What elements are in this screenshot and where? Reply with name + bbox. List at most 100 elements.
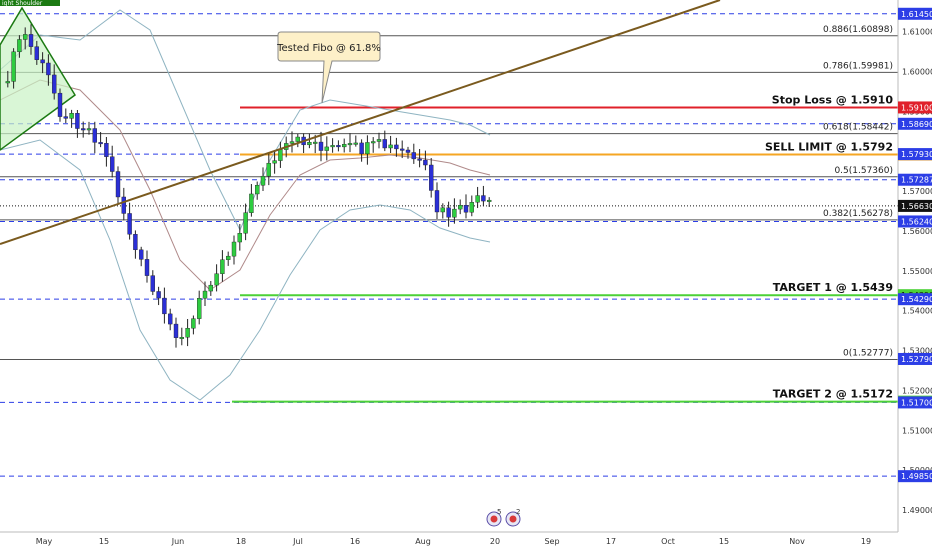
price-tick-label: 1.56000	[902, 227, 932, 236]
candle-body	[359, 142, 364, 155]
price-tick-label: 1.55000	[902, 267, 932, 276]
candle-body	[266, 162, 271, 177]
price-label-text: 1.57930	[901, 150, 932, 159]
event-badge[interactable]: 5	[486, 508, 502, 527]
price-tick-label: 1.54000	[902, 307, 932, 316]
price-label: 1.52790	[898, 352, 932, 365]
event-badge-count: 2	[516, 508, 520, 516]
candle-body	[34, 46, 39, 60]
event-badge-dot	[509, 515, 517, 523]
candle-body	[452, 208, 457, 218]
candle-body	[75, 113, 80, 129]
price-tick-label: 1.61000	[902, 28, 932, 37]
price-label-bg	[898, 293, 932, 306]
candle-body	[104, 143, 109, 157]
pattern-label: ight Shoulder	[2, 0, 43, 7]
candles	[5, 24, 492, 348]
price-tick-label: 1.53000	[902, 347, 932, 356]
price-label: 1.51700	[898, 396, 932, 409]
candle-body	[202, 290, 208, 299]
price-label-text: 1.51700	[901, 398, 932, 407]
price-label-bg	[898, 148, 932, 161]
time-tick-label: 20	[490, 537, 500, 546]
candle-body	[481, 195, 486, 202]
candle-body	[463, 205, 469, 213]
price-label-text: 1.61450	[901, 10, 932, 19]
candle-body	[133, 234, 138, 251]
candle-body	[289, 141, 295, 144]
bollinger-lower	[0, 139, 491, 401]
bollinger-middle	[0, 79, 491, 291]
event-badge[interactable]: 2	[505, 508, 521, 527]
candle-body	[371, 141, 376, 144]
pattern-label-bg	[0, 0, 60, 6]
price-label-text: 1.57287	[901, 176, 932, 185]
time-axis: May 15 Jun 18 Jul 16 Aug 20 Sep 17 Oct 15 Nov 19	[0, 531, 898, 546]
candle-body	[167, 313, 173, 325]
price-label-bg	[898, 199, 932, 212]
candle-body	[150, 275, 156, 292]
candle-body	[243, 212, 248, 234]
candle-body	[127, 213, 132, 235]
price-label-text: 1.52790	[901, 355, 932, 364]
price-label-text: 1.49850	[901, 472, 932, 481]
candle-body	[86, 128, 92, 131]
price-label-bg	[898, 101, 932, 114]
rising-trendline	[0, 0, 721, 245]
candle-body	[417, 158, 422, 161]
price-label: 1.54290	[898, 293, 932, 306]
candle-body	[196, 298, 202, 319]
candle-body	[92, 128, 98, 143]
candle-body	[40, 59, 45, 64]
trade-level-label: TARGET 1 @ 1.5439	[773, 281, 893, 294]
price-label: 1.58690	[898, 117, 932, 130]
candle-body	[249, 193, 254, 213]
candle-body	[342, 144, 347, 148]
candle-body	[307, 142, 312, 146]
fib-level-label: 0.886(1.60898)	[823, 25, 893, 35]
price-label: 1.61450	[898, 7, 932, 20]
candle-body	[208, 284, 214, 292]
candle-body	[23, 34, 28, 40]
trade-level-label: TARGET 2 @ 1.5172	[773, 388, 893, 401]
price-label: 1.57930	[898, 148, 932, 161]
candle-body	[144, 259, 150, 276]
candle-body	[434, 190, 440, 213]
time-tick-label: Nov	[789, 537, 805, 546]
candle-body	[469, 202, 474, 213]
price-label-text: 1.56630	[901, 202, 932, 211]
candle-body	[376, 139, 382, 142]
price-label-bg	[898, 7, 932, 20]
candle-body	[52, 74, 57, 94]
candle-body	[388, 144, 393, 149]
candle-body	[162, 297, 167, 315]
time-tick-label: 16	[350, 537, 360, 546]
trendline	[0, 0, 721, 245]
time-tick-label: 15	[719, 537, 729, 546]
candle-body	[80, 128, 86, 131]
candle-body	[446, 207, 451, 218]
callout-box	[277, 31, 381, 104]
callout-text: Tested Fibo @ 61.8%	[276, 43, 381, 54]
price-tick-label: 1.60000	[902, 68, 932, 77]
candle-body	[98, 142, 103, 145]
price-label-bg	[898, 352, 932, 365]
candle-body	[272, 160, 277, 164]
candle-body	[336, 145, 341, 148]
candle-body	[115, 171, 121, 198]
time-tick-label: 15	[99, 537, 109, 546]
price-axis: 1.610001.600001.590001.580001.570001.560…	[897, 0, 932, 532]
candle-body	[440, 207, 445, 213]
candle-body	[225, 255, 231, 260]
candle-body	[254, 184, 260, 195]
bollinger-upper	[0, 9, 491, 232]
candle-body	[214, 273, 219, 286]
candle-body	[191, 318, 196, 329]
candle-body	[295, 136, 300, 142]
bollinger-bands	[0, 9, 491, 401]
candle-body	[237, 233, 243, 243]
candle-body	[138, 249, 144, 260]
candle-body	[57, 92, 63, 117]
candle-body	[347, 143, 353, 146]
